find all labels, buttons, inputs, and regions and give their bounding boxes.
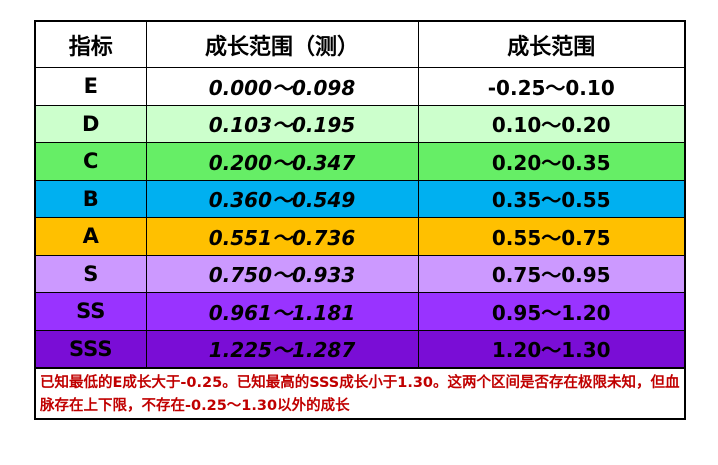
growth-range-cell: 0.10～0.20 — [417, 104, 684, 143]
grade-cell: SSS — [36, 329, 147, 368]
growth-range-cell: 0.95～1.20 — [417, 292, 684, 331]
footnote-text: 已知最低的E成长大于-0.25。已知最高的SSS成长小于1.30。这两个区间是否… — [36, 368, 684, 418]
header-grade: 指标 — [36, 22, 147, 68]
table-row: S 0.750～0.933 0.75～0.95 — [36, 254, 684, 293]
header-growth-range: 成长范围 — [417, 22, 684, 68]
growth-range-cell: 0.35～0.55 — [417, 179, 684, 218]
table-row: E 0.000～0.098 -0.25～0.10 — [36, 67, 684, 106]
table-row: A 0.551～0.736 0.55～0.75 — [36, 217, 684, 256]
grade-cell: SS — [36, 292, 147, 331]
table-header-row: 指标 成长范围（测） 成长范围 — [36, 22, 684, 68]
table-row: D 0.103～0.195 0.10～0.20 — [36, 104, 684, 143]
grade-cell: C — [36, 142, 147, 181]
table-row: C 0.200～0.347 0.20～0.35 — [36, 142, 684, 181]
measured-range-cell: 1.225～1.287 — [145, 329, 419, 368]
grade-cell: S — [36, 254, 147, 293]
growth-range-cell: 1.20～1.30 — [417, 329, 684, 368]
grade-cell: E — [36, 67, 147, 106]
growth-range-table: 指标 成长范围（测） 成长范围 E 0.000～0.098 -0.25～0.10… — [36, 22, 684, 368]
header-measured-range: 成长范围（测） — [145, 22, 419, 68]
measured-range-cell: 0.000～0.098 — [145, 67, 419, 106]
growth-range-cell: 0.20～0.35 — [417, 142, 684, 181]
growth-range-cell: 0.55～0.75 — [417, 217, 684, 256]
growth-range-cell: -0.25～0.10 — [417, 67, 684, 106]
measured-range-cell: 0.200～0.347 — [145, 142, 419, 181]
growth-range-cell: 0.75～0.95 — [417, 254, 684, 293]
measured-range-cell: 0.103～0.195 — [145, 104, 419, 143]
measured-range-cell: 0.961～1.181 — [145, 292, 419, 331]
grade-cell: D — [36, 104, 147, 143]
table-row: SSS 1.225～1.287 1.20～1.30 — [36, 329, 684, 368]
measured-range-cell: 0.551～0.736 — [145, 217, 419, 256]
growth-range-table-frame: 指标 成长范围（测） 成长范围 E 0.000～0.098 -0.25～0.10… — [34, 20, 686, 420]
measured-range-cell: 0.750～0.933 — [145, 254, 419, 293]
table-row: B 0.360～0.549 0.35～0.55 — [36, 179, 684, 218]
grade-cell: B — [36, 179, 147, 218]
table-row: SS 0.961～1.181 0.95～1.20 — [36, 292, 684, 331]
grade-cell: A — [36, 217, 147, 256]
measured-range-cell: 0.360～0.549 — [145, 179, 419, 218]
